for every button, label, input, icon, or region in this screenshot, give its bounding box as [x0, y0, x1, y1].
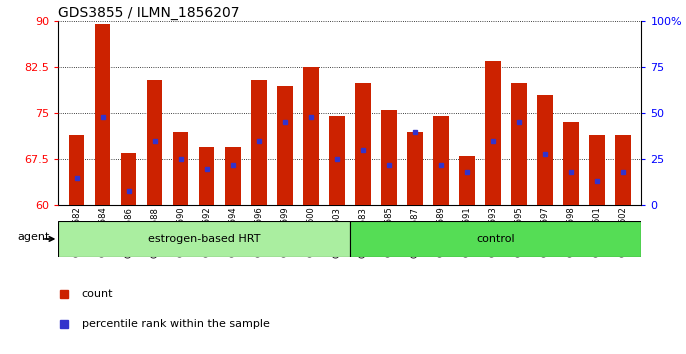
Bar: [199, 147, 215, 205]
Bar: [355, 82, 370, 205]
Bar: [121, 153, 137, 205]
Bar: [303, 67, 318, 205]
Bar: [433, 116, 449, 205]
Text: estrogen-based HRT: estrogen-based HRT: [148, 234, 260, 244]
Bar: [511, 82, 527, 205]
Bar: [329, 116, 344, 205]
Bar: [58, 221, 350, 257]
Text: control: control: [476, 234, 515, 244]
Bar: [381, 110, 397, 205]
Bar: [225, 147, 241, 205]
Text: agent: agent: [18, 232, 50, 242]
Bar: [589, 135, 605, 205]
Bar: [173, 132, 189, 205]
Bar: [350, 221, 641, 257]
Bar: [485, 61, 501, 205]
Bar: [615, 135, 631, 205]
Bar: [147, 80, 163, 205]
Text: GDS3855 / ILMN_1856207: GDS3855 / ILMN_1856207: [58, 6, 240, 20]
Bar: [563, 122, 579, 205]
Bar: [537, 95, 553, 205]
Bar: [277, 86, 293, 205]
Bar: [407, 132, 423, 205]
Bar: [95, 24, 110, 205]
Bar: [69, 135, 84, 205]
Text: percentile rank within the sample: percentile rank within the sample: [82, 319, 270, 329]
Text: count: count: [82, 289, 113, 299]
Bar: [251, 80, 267, 205]
Bar: [459, 156, 475, 205]
